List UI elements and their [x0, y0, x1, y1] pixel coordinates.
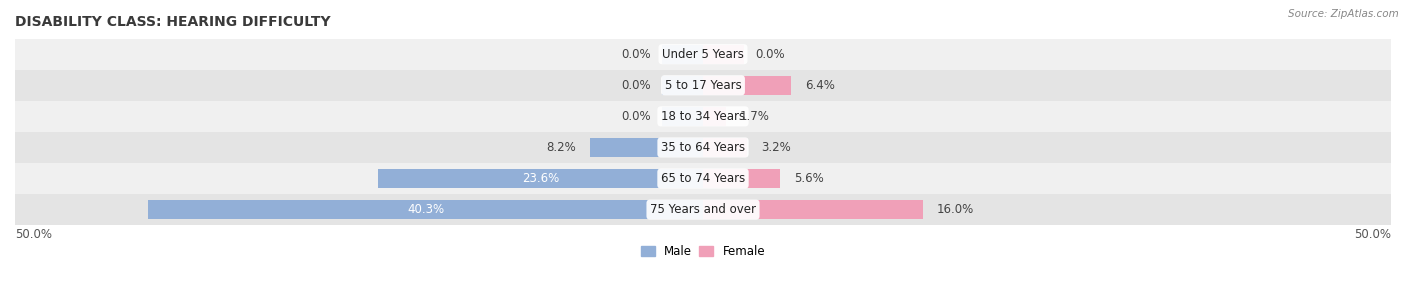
Bar	[15, 132, 1391, 163]
Text: 0.0%: 0.0%	[621, 79, 651, 92]
Text: 5.6%: 5.6%	[794, 172, 824, 185]
Bar	[15, 194, 1391, 225]
Text: 5 to 17 Years: 5 to 17 Years	[665, 79, 741, 92]
Text: 6.4%: 6.4%	[804, 79, 835, 92]
Text: DISABILITY CLASS: HEARING DIFFICULTY: DISABILITY CLASS: HEARING DIFFICULTY	[15, 15, 330, 29]
Text: 3.2%: 3.2%	[761, 141, 790, 154]
Bar	[703, 45, 744, 64]
Text: 50.0%: 50.0%	[15, 228, 52, 241]
Text: 16.0%: 16.0%	[936, 203, 974, 216]
Bar	[15, 39, 1391, 70]
Text: 0.0%: 0.0%	[621, 110, 651, 123]
Text: 0.0%: 0.0%	[755, 48, 785, 61]
Bar	[703, 200, 924, 219]
Text: 75 Years and over: 75 Years and over	[650, 203, 756, 216]
Text: Source: ZipAtlas.com: Source: ZipAtlas.com	[1288, 9, 1399, 19]
Bar	[591, 138, 703, 157]
Bar	[703, 76, 792, 95]
Text: 40.3%: 40.3%	[408, 203, 444, 216]
Bar	[378, 169, 703, 188]
Bar	[703, 169, 780, 188]
Text: 65 to 74 Years: 65 to 74 Years	[661, 172, 745, 185]
Bar	[15, 163, 1391, 194]
Bar	[662, 76, 703, 95]
Bar	[662, 107, 703, 126]
Text: 8.2%: 8.2%	[547, 141, 576, 154]
Text: 18 to 34 Years: 18 to 34 Years	[661, 110, 745, 123]
Text: 1.7%: 1.7%	[740, 110, 770, 123]
Bar	[662, 45, 703, 64]
Text: 0.0%: 0.0%	[621, 48, 651, 61]
Bar	[15, 70, 1391, 101]
Bar	[703, 138, 747, 157]
Text: 35 to 64 Years: 35 to 64 Years	[661, 141, 745, 154]
Bar	[15, 101, 1391, 132]
Text: Under 5 Years: Under 5 Years	[662, 48, 744, 61]
Legend: Male, Female: Male, Female	[636, 240, 770, 263]
Bar	[703, 107, 727, 126]
Text: 23.6%: 23.6%	[522, 172, 560, 185]
Text: 50.0%: 50.0%	[1354, 228, 1391, 241]
Bar	[149, 200, 703, 219]
